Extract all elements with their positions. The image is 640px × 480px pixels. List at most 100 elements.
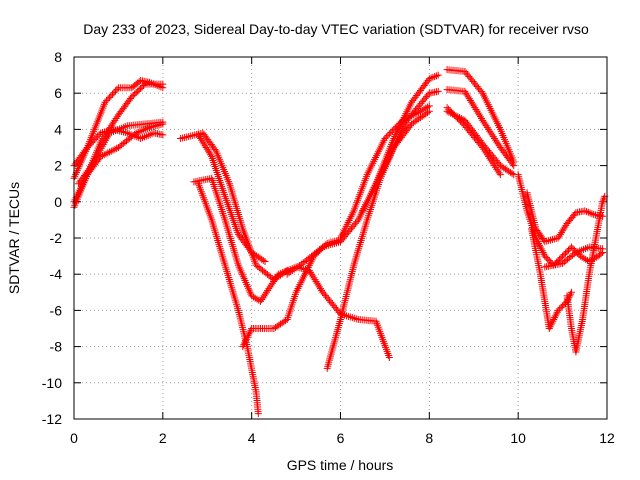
data-point: [485, 125, 493, 133]
data-point: [488, 131, 496, 139]
data-point: [387, 128, 395, 136]
data-point: [240, 341, 248, 349]
data-point: [580, 254, 588, 262]
data-point: [554, 257, 562, 265]
data-point: [445, 108, 453, 116]
data-point: [461, 87, 469, 95]
data-point: [567, 243, 575, 251]
data-point: [597, 250, 605, 258]
data-point: [104, 149, 112, 157]
plot-border: [73, 56, 608, 420]
data-point: [195, 133, 203, 141]
data-point: [382, 133, 390, 141]
data-point: [552, 310, 560, 318]
data-point: [297, 260, 305, 268]
data-point: [548, 319, 556, 327]
data-point: [429, 73, 437, 81]
data-point: [560, 251, 568, 259]
data-point: [109, 146, 117, 154]
data-point: [211, 145, 219, 153]
data-point: [259, 294, 267, 302]
data-point: [548, 236, 556, 244]
data-point: [87, 163, 95, 171]
data-point: [110, 118, 118, 126]
data-point: [422, 104, 430, 112]
data-point: [266, 283, 274, 291]
data-point: [290, 265, 298, 273]
data-point: [584, 208, 592, 216]
y-tick-label: 2: [54, 158, 62, 174]
series-track-14: [359, 87, 442, 215]
data-point: [599, 248, 607, 256]
data-point: [159, 118, 167, 126]
data-point: [289, 266, 297, 274]
data-point: [268, 279, 276, 287]
data-point: [466, 96, 474, 104]
data-point: [261, 258, 269, 266]
data-point: [420, 111, 428, 119]
data-point: [573, 249, 581, 257]
data-point: [406, 122, 414, 130]
series-track-5: [74, 118, 167, 188]
data-point: [547, 321, 555, 329]
data-point: [411, 117, 419, 125]
data-point: [204, 147, 212, 155]
data-point: [468, 98, 476, 106]
data-point: [535, 239, 543, 247]
data-point: [199, 138, 207, 146]
data-point: [83, 144, 91, 151]
data-point: [416, 107, 424, 115]
data-point: [260, 292, 268, 300]
data-point: [391, 124, 399, 132]
data-point: [103, 97, 111, 105]
data-point: [353, 218, 361, 226]
data-point: [317, 244, 325, 252]
x-tick-label: 4: [248, 430, 256, 446]
data-point: [474, 109, 482, 117]
data-point: [312, 277, 320, 285]
data-point: [307, 268, 315, 276]
y-tick-label: -6: [50, 302, 63, 318]
data-point: [258, 296, 266, 304]
y-tick-label: 8: [54, 49, 62, 65]
data-point: [315, 283, 323, 291]
data-point: [537, 245, 545, 253]
data-point: [547, 258, 555, 266]
data-point: [390, 125, 398, 133]
y-tick-label: -2: [50, 230, 63, 246]
data-point: [578, 253, 586, 261]
data-point: [308, 270, 316, 278]
data-point: [296, 261, 304, 269]
data-point: [454, 113, 462, 121]
data-point: [559, 252, 567, 260]
data-point: [267, 281, 275, 289]
data-point: [495, 169, 503, 177]
series-track-6: [177, 129, 291, 284]
data-point: [86, 140, 94, 148]
data-point: [463, 91, 471, 99]
data-point: [140, 82, 148, 90]
data-point: [313, 279, 321, 287]
gridlines: [74, 57, 607, 419]
data-point: [462, 89, 470, 97]
data-point: [557, 229, 565, 237]
data-point: [557, 254, 565, 262]
data-point: [202, 144, 210, 151]
data-point: [551, 312, 559, 320]
data-point: [492, 163, 500, 171]
data-point: [108, 120, 116, 128]
data-point: [556, 305, 564, 313]
data-point: [201, 142, 209, 150]
data-point: [554, 306, 562, 314]
data-point: [562, 249, 570, 257]
data-point: [542, 254, 550, 262]
data-point: [556, 255, 564, 263]
data-point: [465, 95, 473, 103]
data-point: [393, 122, 401, 130]
data-point: [560, 225, 568, 233]
data-point: [483, 124, 491, 132]
data-point: [496, 171, 504, 179]
data-point: [456, 114, 464, 122]
data-point: [418, 106, 426, 114]
data-point: [91, 135, 99, 143]
